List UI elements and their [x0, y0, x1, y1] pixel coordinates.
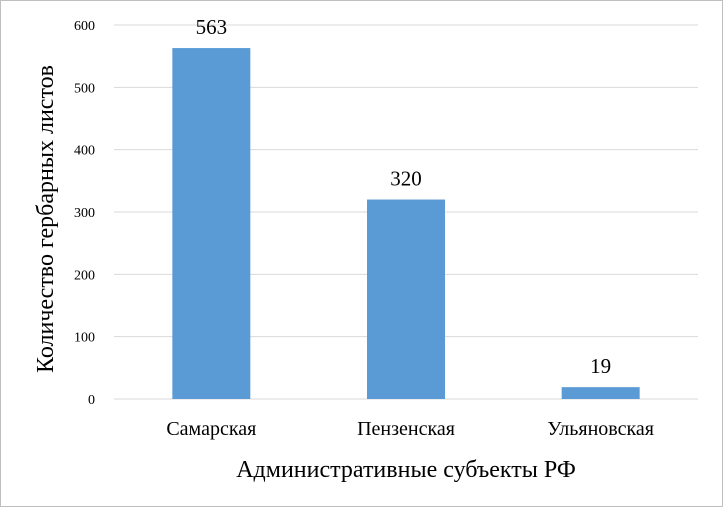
data-labels: 563 320 19 [196, 15, 612, 378]
data-label-3: 19 [590, 354, 611, 378]
category-label-2: Пензенская [357, 418, 455, 440]
y-tick-label: 300 [74, 206, 95, 221]
y-tick-label: 200 [74, 268, 95, 283]
data-label-2: 320 [390, 167, 422, 191]
bar-2 [367, 199, 445, 399]
data-label-1: 563 [196, 15, 228, 39]
y-tick-label: 400 [74, 144, 95, 159]
bar-3 [561, 387, 640, 399]
bar-1 [172, 48, 251, 400]
category-label-3: Ульяновская [547, 418, 654, 440]
y-tick-labels: 0 100 200 300 400 500 600 [74, 19, 95, 408]
y-tick-label: 500 [74, 81, 95, 96]
y-tick-label: 0 [88, 393, 95, 408]
y-tick-label: 100 [74, 331, 95, 346]
category-label-1: Самарская [166, 418, 256, 440]
y-tick-label: 600 [74, 19, 95, 34]
x-axis-title: Административные субъекты РФ [236, 457, 576, 483]
category-labels: Самарская Пензенская Ульяновская [166, 418, 654, 440]
y-axis-title: Количество гербарных листов [33, 65, 59, 373]
bars [172, 48, 640, 400]
